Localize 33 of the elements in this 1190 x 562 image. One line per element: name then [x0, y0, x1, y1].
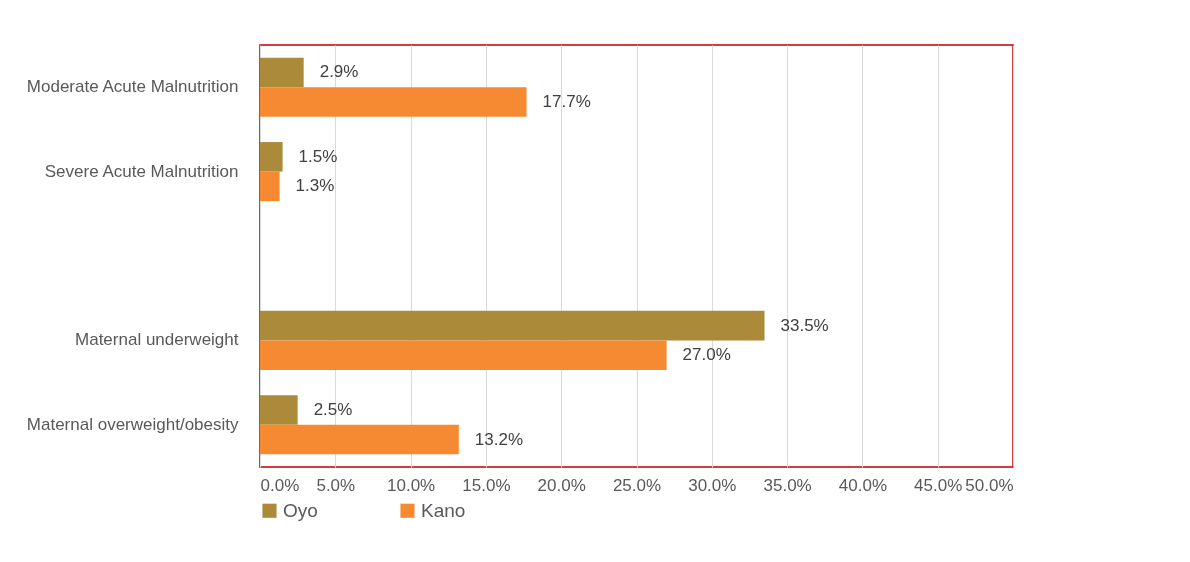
data-label: 33.5%: [780, 315, 829, 335]
bar: [260, 310, 765, 341]
data-label: 2.9%: [319, 62, 359, 82]
data-label: 17.7%: [542, 91, 591, 111]
y-tick-label: Maternal underweight: [75, 330, 239, 350]
x-tick-label: 45.0%: [914, 475, 963, 495]
data-label: 1.3%: [295, 176, 335, 196]
x-tick-label: 35.0%: [763, 475, 812, 495]
x-tick-label: 20.0%: [537, 475, 586, 495]
x-tick-label: 15.0%: [462, 475, 511, 495]
y-tick-label: Maternal overweight/obesity: [26, 414, 239, 434]
bar: [260, 87, 527, 117]
bar: [260, 142, 283, 172]
legend-label: Kano: [421, 499, 466, 521]
bar: [260, 171, 280, 202]
data-label: 13.2%: [474, 429, 523, 449]
bar: [260, 340, 667, 370]
data-label: 2.5%: [313, 400, 353, 420]
data-label: 27.0%: [682, 345, 731, 365]
x-tick-label: 40.0%: [838, 475, 887, 495]
x-tick-label: 25.0%: [612, 475, 662, 495]
bar: [260, 424, 459, 455]
x-tick-label: 50.0%: [965, 475, 1014, 495]
data-label: 1.5%: [298, 146, 338, 166]
x-tick-label: 0.0%: [260, 475, 300, 495]
x-tick-label: 5.0%: [316, 475, 356, 495]
x-tick-label: 10.0%: [387, 475, 436, 495]
x-tick-label: 30.0%: [688, 475, 737, 495]
legend-label: Oyo: [283, 499, 318, 521]
bar: [260, 57, 304, 88]
bar: [260, 395, 298, 425]
y-tick-label: Moderate Acute Malnutrition: [26, 77, 239, 97]
y-tick-label: Severe Acute Malnutrition: [44, 161, 239, 181]
